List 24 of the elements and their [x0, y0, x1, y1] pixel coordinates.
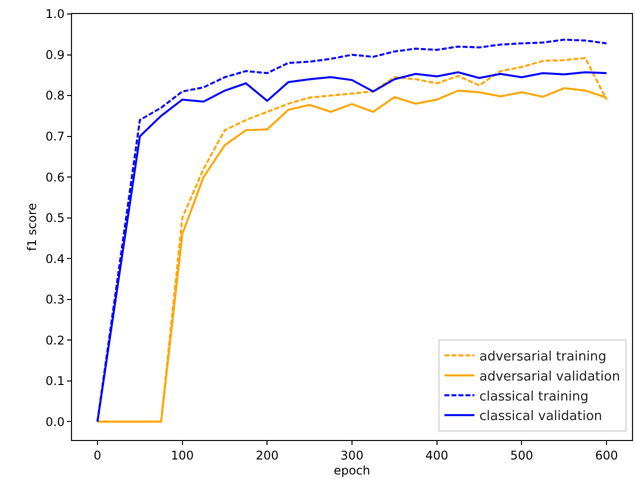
x-tick-label: 300: [340, 448, 364, 462]
x-tick-label: 600: [595, 448, 618, 462]
x-axis-title: epoch: [334, 463, 370, 478]
y-tick-label: 0.0: [46, 414, 65, 429]
y-tick-label: 1.0: [46, 7, 65, 22]
y-tick-label: 0.8: [46, 88, 65, 103]
y-tick-label: 0.4: [46, 252, 65, 266]
legend-label: classical training: [479, 389, 589, 404]
y-tick-label: 0.2: [46, 333, 65, 348]
y-tick-label: 0.7: [46, 130, 65, 144]
legend-label: adversarial validation: [479, 369, 620, 384]
y-tick-label: 0.5: [46, 211, 65, 226]
x-tick-label: 400: [425, 448, 448, 462]
x-tick-label: 500: [510, 448, 534, 462]
y-tick-label: 0.9: [46, 48, 65, 62]
y-tick-label: 0.1: [46, 374, 65, 388]
legend-label: classical validation: [479, 409, 602, 424]
y-tick-label: 0.6: [46, 170, 65, 184]
x-tick-label: 100: [170, 448, 194, 462]
y-axis-title: f1 score: [24, 203, 39, 251]
legend-label: adversarial training: [479, 350, 606, 364]
x-tick-label: 200: [256, 448, 279, 462]
y-tick-label: 0.3: [46, 292, 65, 307]
x-tick-label: 0: [94, 448, 102, 462]
